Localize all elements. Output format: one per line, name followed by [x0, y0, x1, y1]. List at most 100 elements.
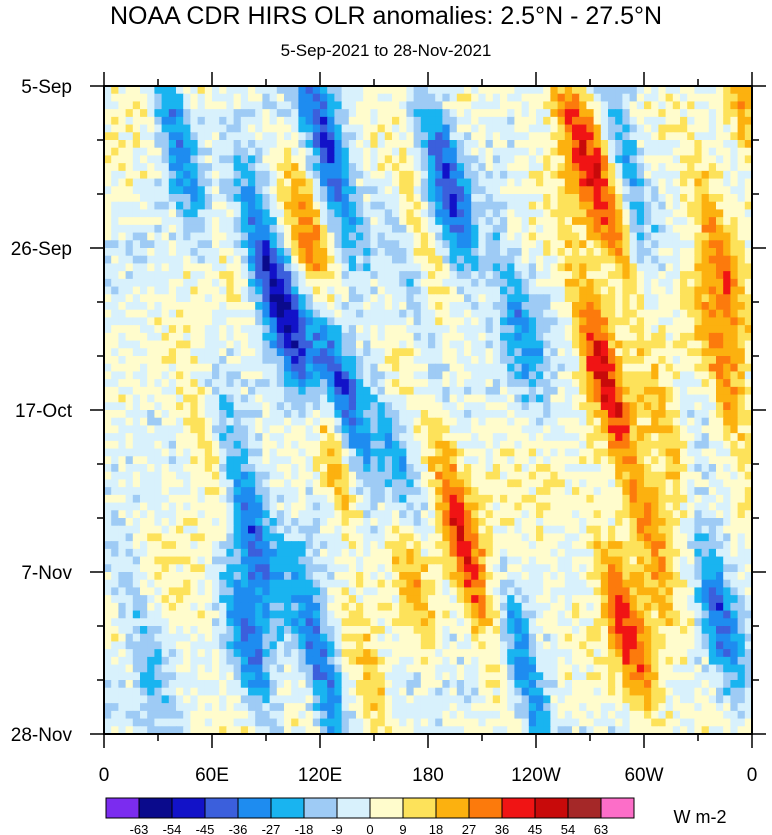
heatmap-cell [298, 356, 307, 365]
heatmap-cell [536, 309, 544, 319]
heatmap-cell [564, 402, 573, 411]
heatmap-cell [456, 433, 465, 442]
heatmap-cell [708, 379, 717, 388]
heatmap-cell [291, 487, 299, 496]
heatmap-cell [557, 155, 566, 164]
heatmap-cell [276, 163, 285, 172]
heatmap-cell [399, 109, 407, 118]
heatmap-cell [212, 340, 220, 349]
heatmap-cell [716, 286, 724, 295]
heatmap-cell [197, 170, 206, 180]
heatmap-cell [456, 471, 465, 481]
heatmap-cell [399, 410, 407, 419]
heatmap-cell [528, 178, 537, 187]
heatmap-cell [356, 147, 364, 157]
heatmap-cell [507, 394, 515, 403]
heatmap-cell [312, 109, 321, 118]
heatmap-cell [435, 433, 443, 442]
heatmap-cell [564, 278, 573, 288]
heatmap-cell [708, 471, 717, 481]
heatmap-cell [341, 163, 350, 172]
heatmap-cell [363, 317, 371, 326]
heatmap-cell [305, 271, 314, 280]
heatmap-cell [132, 448, 141, 457]
heatmap-cell [550, 178, 559, 187]
heatmap-cell [471, 448, 479, 457]
heatmap-cell [435, 448, 443, 457]
heatmap-cell [586, 487, 595, 496]
heatmap-cell [392, 178, 400, 187]
heatmap-cell [154, 271, 163, 280]
heatmap-cell [298, 209, 307, 218]
heatmap-cell [226, 317, 235, 326]
heatmap-cell [428, 271, 436, 280]
heatmap-cell [572, 294, 580, 303]
heatmap-cell [550, 433, 559, 442]
heatmap-cell [651, 286, 659, 295]
heatmap-cell [161, 255, 170, 265]
heatmap-cell [377, 494, 386, 504]
heatmap-cell [312, 194, 321, 203]
heatmap-cell [701, 93, 710, 103]
heatmap-cell [428, 425, 436, 434]
heatmap-cell [622, 124, 631, 133]
heatmap-cell [154, 248, 163, 257]
heatmap-cell [154, 425, 163, 434]
heatmap-cell [240, 502, 249, 511]
heatmap-cell [363, 140, 371, 149]
heatmap-cell [147, 386, 155, 396]
heatmap-cell [456, 325, 465, 334]
heatmap-cell [514, 140, 523, 149]
heatmap-cell [651, 217, 659, 226]
heatmap-cell [370, 410, 379, 419]
heatmap-cell [723, 448, 731, 457]
heatmap-cell [608, 124, 616, 133]
heatmap-cell [471, 471, 479, 481]
heatmap-cell [435, 332, 443, 342]
heatmap-cell [521, 278, 530, 288]
heatmap-cell [399, 93, 407, 103]
heatmap-cell [118, 510, 127, 519]
heatmap-cell [413, 294, 422, 303]
heatmap-cell [687, 425, 695, 434]
heatmap-cell [125, 433, 134, 442]
heatmap-cell [550, 317, 559, 326]
heatmap-cell [514, 425, 523, 434]
heatmap-cell [132, 286, 141, 295]
heatmap-cell [435, 456, 443, 465]
heatmap-cell [125, 224, 134, 234]
heatmap-cell [269, 201, 278, 211]
heatmap-cell [687, 186, 695, 195]
heatmap-cell [384, 302, 393, 311]
heatmap-cell [730, 116, 739, 126]
heatmap-cell [420, 93, 429, 103]
heatmap-cell [636, 479, 645, 488]
heatmap-cell [341, 502, 350, 511]
heatmap-cell [399, 479, 407, 488]
heatmap-cell [500, 155, 508, 164]
heatmap-cell [708, 479, 717, 488]
heatmap-cell [636, 271, 645, 280]
heatmap-cell [716, 440, 724, 450]
heatmap-cell [348, 371, 357, 380]
heatmap-cell [680, 186, 688, 195]
heatmap-cell [291, 116, 299, 126]
heatmap-cell [564, 271, 573, 280]
heatmap-cell [413, 440, 422, 450]
heatmap-cell [586, 86, 595, 95]
heatmap-cell [363, 417, 371, 427]
heatmap-cell [125, 502, 134, 511]
heatmap-cell [737, 155, 746, 164]
heatmap-cell [730, 386, 739, 396]
heatmap-cell [442, 224, 451, 234]
heatmap-cell [370, 425, 379, 434]
heatmap-cell [492, 464, 501, 473]
heatmap-cell [140, 271, 148, 280]
heatmap-cell [262, 93, 271, 103]
heatmap-cell [723, 194, 731, 203]
heatmap-cell [212, 163, 220, 172]
heatmap-cell [687, 479, 695, 488]
heatmap-cell [320, 240, 328, 249]
heatmap-cell [420, 348, 429, 357]
heatmap-cell [226, 93, 235, 103]
